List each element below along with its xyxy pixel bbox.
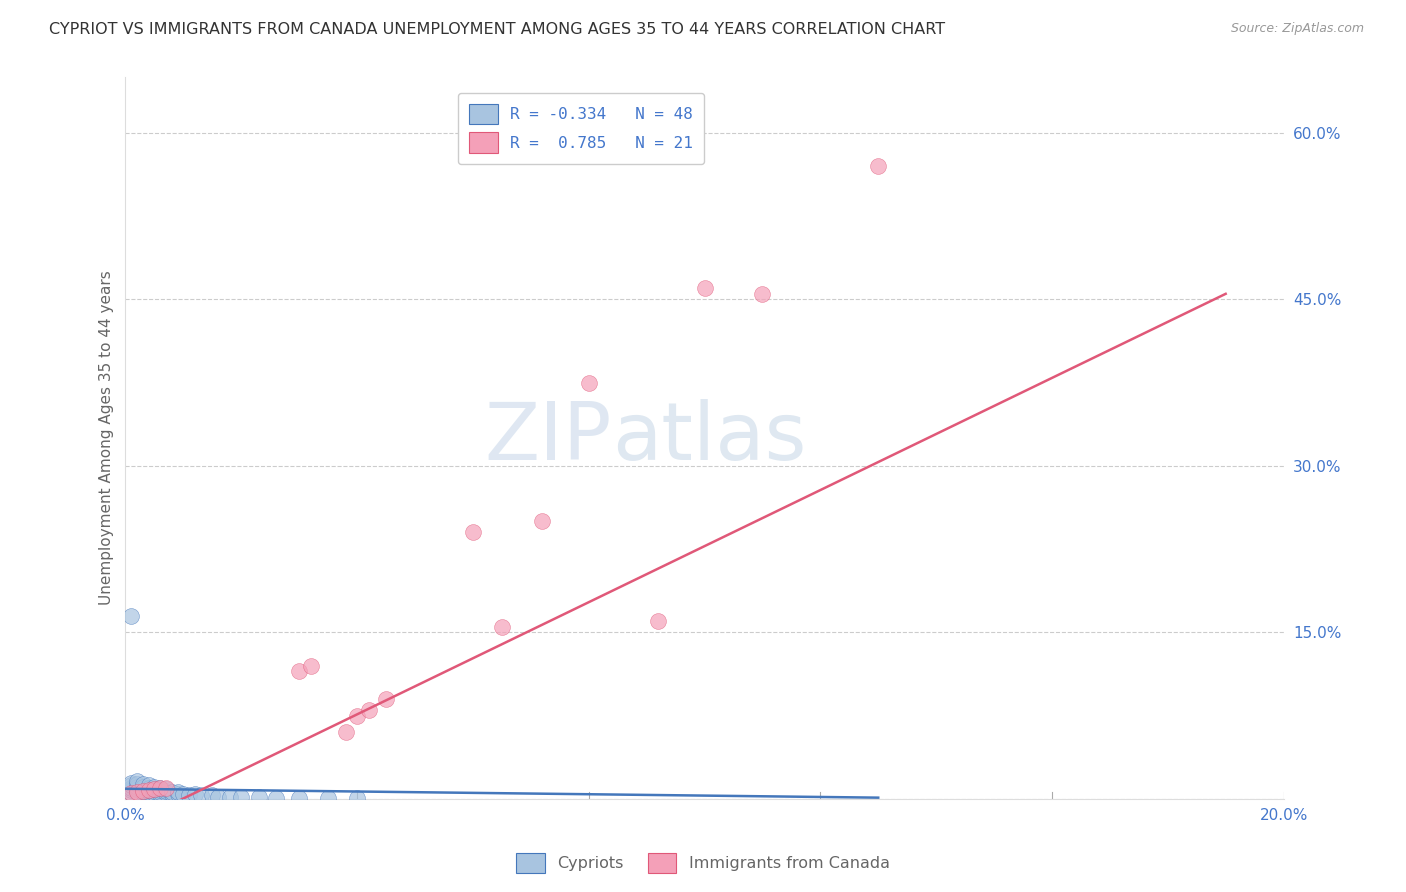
Point	[132, 786, 155, 800]
Point	[184, 787, 207, 801]
Point	[647, 614, 669, 628]
Point	[125, 785, 148, 799]
Point	[207, 789, 229, 804]
Point	[149, 780, 172, 795]
Point	[346, 790, 368, 805]
Point	[335, 725, 357, 739]
Point	[491, 620, 513, 634]
Point	[155, 784, 177, 798]
Point	[693, 281, 716, 295]
Point	[231, 789, 253, 804]
Point	[138, 783, 160, 797]
Text: CYPRIOT VS IMMIGRANTS FROM CANADA UNEMPLOYMENT AMONG AGES 35 TO 44 YEARS CORRELA: CYPRIOT VS IMMIGRANTS FROM CANADA UNEMPL…	[49, 22, 945, 37]
Point	[132, 781, 155, 796]
Point	[120, 780, 142, 795]
Point	[138, 779, 160, 793]
Text: ZIP: ZIP	[485, 399, 612, 477]
Y-axis label: Unemployment Among Ages 35 to 44 years: Unemployment Among Ages 35 to 44 years	[100, 271, 114, 606]
Point	[461, 525, 484, 540]
Point	[155, 786, 177, 800]
Point	[132, 784, 155, 798]
Point	[125, 780, 148, 794]
Point	[179, 789, 201, 803]
Point	[138, 783, 160, 797]
Point	[120, 786, 142, 800]
Legend: Cypriots, Immigrants from Canada: Cypriots, Immigrants from Canada	[509, 847, 897, 880]
Point	[120, 776, 142, 790]
Point	[346, 708, 368, 723]
Point	[132, 777, 155, 791]
Point	[190, 789, 212, 803]
Point	[138, 780, 160, 795]
Text: Source: ZipAtlas.com: Source: ZipAtlas.com	[1230, 22, 1364, 36]
Point	[143, 781, 166, 796]
Point	[868, 159, 890, 173]
Point	[125, 781, 148, 796]
Point	[288, 790, 311, 805]
Point	[125, 785, 148, 799]
Legend: R = -0.334   N = 48, R =  0.785   N = 21: R = -0.334 N = 48, R = 0.785 N = 21	[458, 93, 704, 164]
Point	[264, 790, 287, 805]
Point	[120, 783, 142, 797]
Point	[143, 780, 166, 794]
Point	[166, 785, 188, 799]
Point	[578, 376, 600, 390]
Point	[247, 789, 270, 804]
Point	[160, 785, 183, 799]
Point	[375, 692, 398, 706]
Point	[132, 780, 155, 794]
Point	[201, 789, 224, 803]
Point	[138, 785, 160, 799]
Point	[751, 286, 773, 301]
Point	[143, 781, 166, 796]
Point	[120, 608, 142, 623]
Point	[166, 787, 188, 801]
Point	[143, 784, 166, 798]
Point	[155, 780, 177, 795]
Point	[357, 703, 380, 717]
Point	[120, 786, 142, 800]
Point	[125, 774, 148, 789]
Point	[149, 783, 172, 797]
Point	[288, 664, 311, 678]
Point	[125, 777, 148, 791]
Point	[155, 781, 177, 796]
Point	[299, 658, 322, 673]
Point	[218, 789, 240, 804]
Point	[132, 784, 155, 798]
Text: atlas: atlas	[612, 399, 806, 477]
Point	[316, 790, 339, 805]
Point	[172, 787, 194, 801]
Point	[143, 786, 166, 800]
Point	[160, 787, 183, 801]
Point	[149, 780, 172, 795]
Point	[531, 514, 554, 528]
Point	[120, 779, 142, 793]
Point	[149, 787, 172, 801]
Point	[149, 785, 172, 799]
